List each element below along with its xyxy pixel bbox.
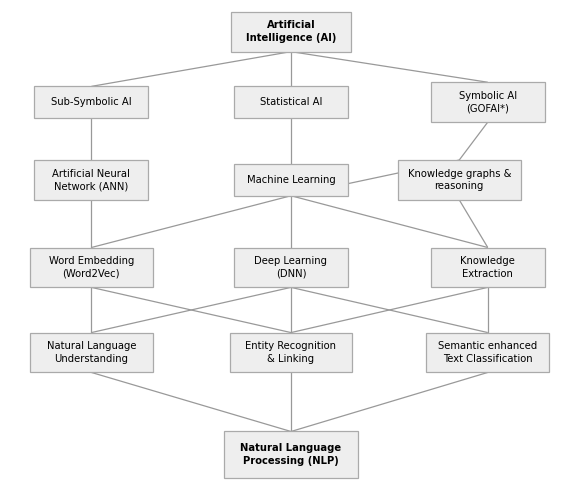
- FancyBboxPatch shape: [30, 333, 152, 372]
- Text: Natural Language
Processing (NLP): Natural Language Processing (NLP): [240, 443, 342, 466]
- FancyBboxPatch shape: [234, 86, 348, 118]
- Text: Statistical AI: Statistical AI: [260, 97, 322, 107]
- Text: Sub-Symbolic AI: Sub-Symbolic AI: [51, 97, 132, 107]
- FancyBboxPatch shape: [431, 248, 545, 287]
- FancyBboxPatch shape: [431, 82, 545, 122]
- Text: Artificial Neural
Network (ANN): Artificial Neural Network (ANN): [52, 169, 130, 191]
- FancyBboxPatch shape: [234, 248, 348, 287]
- Text: Word Embedding
(Word2Vec): Word Embedding (Word2Vec): [49, 256, 134, 279]
- Text: Artificial
Intelligence (AI): Artificial Intelligence (AI): [246, 20, 336, 43]
- FancyBboxPatch shape: [230, 333, 352, 372]
- FancyBboxPatch shape: [427, 333, 549, 372]
- Text: Symbolic AI
(GOFAI*): Symbolic AI (GOFAI*): [459, 91, 517, 114]
- FancyBboxPatch shape: [34, 86, 148, 118]
- Text: Entity Recognition
& Linking: Entity Recognition & Linking: [246, 341, 336, 364]
- Text: Knowledge
Extraction: Knowledge Extraction: [460, 256, 515, 279]
- Text: Machine Learning: Machine Learning: [247, 175, 335, 185]
- Text: Deep Learning
(DNN): Deep Learning (DNN): [254, 256, 328, 279]
- Text: Knowledge graphs &
reasoning: Knowledge graphs & reasoning: [407, 169, 511, 191]
- FancyBboxPatch shape: [231, 12, 351, 52]
- FancyBboxPatch shape: [398, 160, 520, 200]
- FancyBboxPatch shape: [234, 164, 348, 196]
- Text: Semantic enhanced
Text Classification: Semantic enhanced Text Classification: [438, 341, 537, 364]
- FancyBboxPatch shape: [34, 160, 148, 200]
- FancyBboxPatch shape: [30, 248, 152, 287]
- FancyBboxPatch shape: [224, 432, 358, 478]
- Text: Natural Language
Understanding: Natural Language Understanding: [47, 341, 136, 364]
